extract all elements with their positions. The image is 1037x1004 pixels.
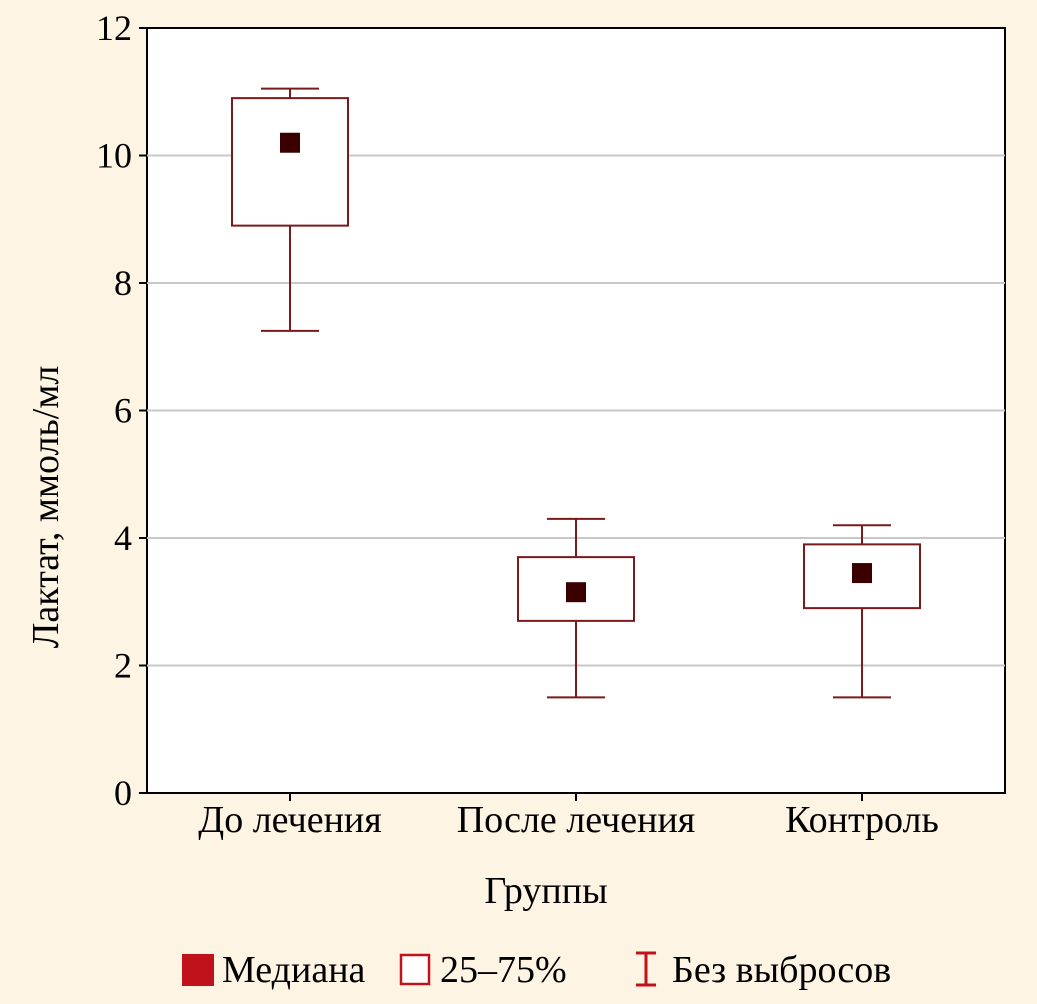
median-marker [280,132,300,153]
x-category-label: После лечения [457,799,696,841]
y-tick-label: 6 [114,391,132,431]
legend-whisker-label: Без выбросов [672,949,891,991]
x-category-label: Контроль [785,799,939,841]
y-tick-label: 10 [96,136,132,176]
legend-box-label: 25–75% [440,949,567,991]
iqr-box [517,556,635,622]
legend-box-swatch [399,953,431,986]
y-tick-label: 8 [114,263,132,303]
legend-median-label: Медиана [222,949,366,991]
y-tick-label: 0 [114,773,132,813]
x-axis-title: Группы [484,870,607,912]
legend: Медиана 25–75% Без выбросов [182,949,891,991]
x-axis-category-labels: До лечения После лечения Контроль [198,793,939,841]
y-tick-label: 12 [96,8,132,48]
y-tick-label: 2 [114,646,132,686]
median-marker [852,563,872,584]
x-category-label: До лечения [198,799,381,841]
median-marker [566,582,586,603]
y-axis-ticks: 0 2 4 6 8 10 12 [96,8,147,813]
legend-whisker-icon [636,951,656,987]
iqr-box [231,97,349,227]
y-axis-title: Лактат, ммоль/мл [25,366,67,649]
y-tick-label: 4 [114,518,132,558]
legend-median-swatch [182,954,214,986]
box-series [231,87,921,699]
